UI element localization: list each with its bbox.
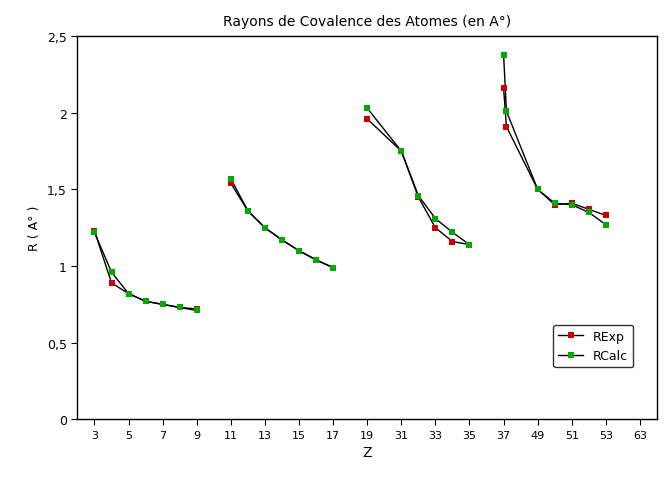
Legend: RExp, RCalc: RExp, RCalc bbox=[553, 325, 634, 367]
Title: Rayons de Covalence des Atomes (en A°): Rayons de Covalence des Atomes (en A°) bbox=[223, 15, 511, 29]
Y-axis label: R ( A° ): R ( A° ) bbox=[28, 206, 42, 251]
X-axis label: Z: Z bbox=[362, 445, 372, 459]
